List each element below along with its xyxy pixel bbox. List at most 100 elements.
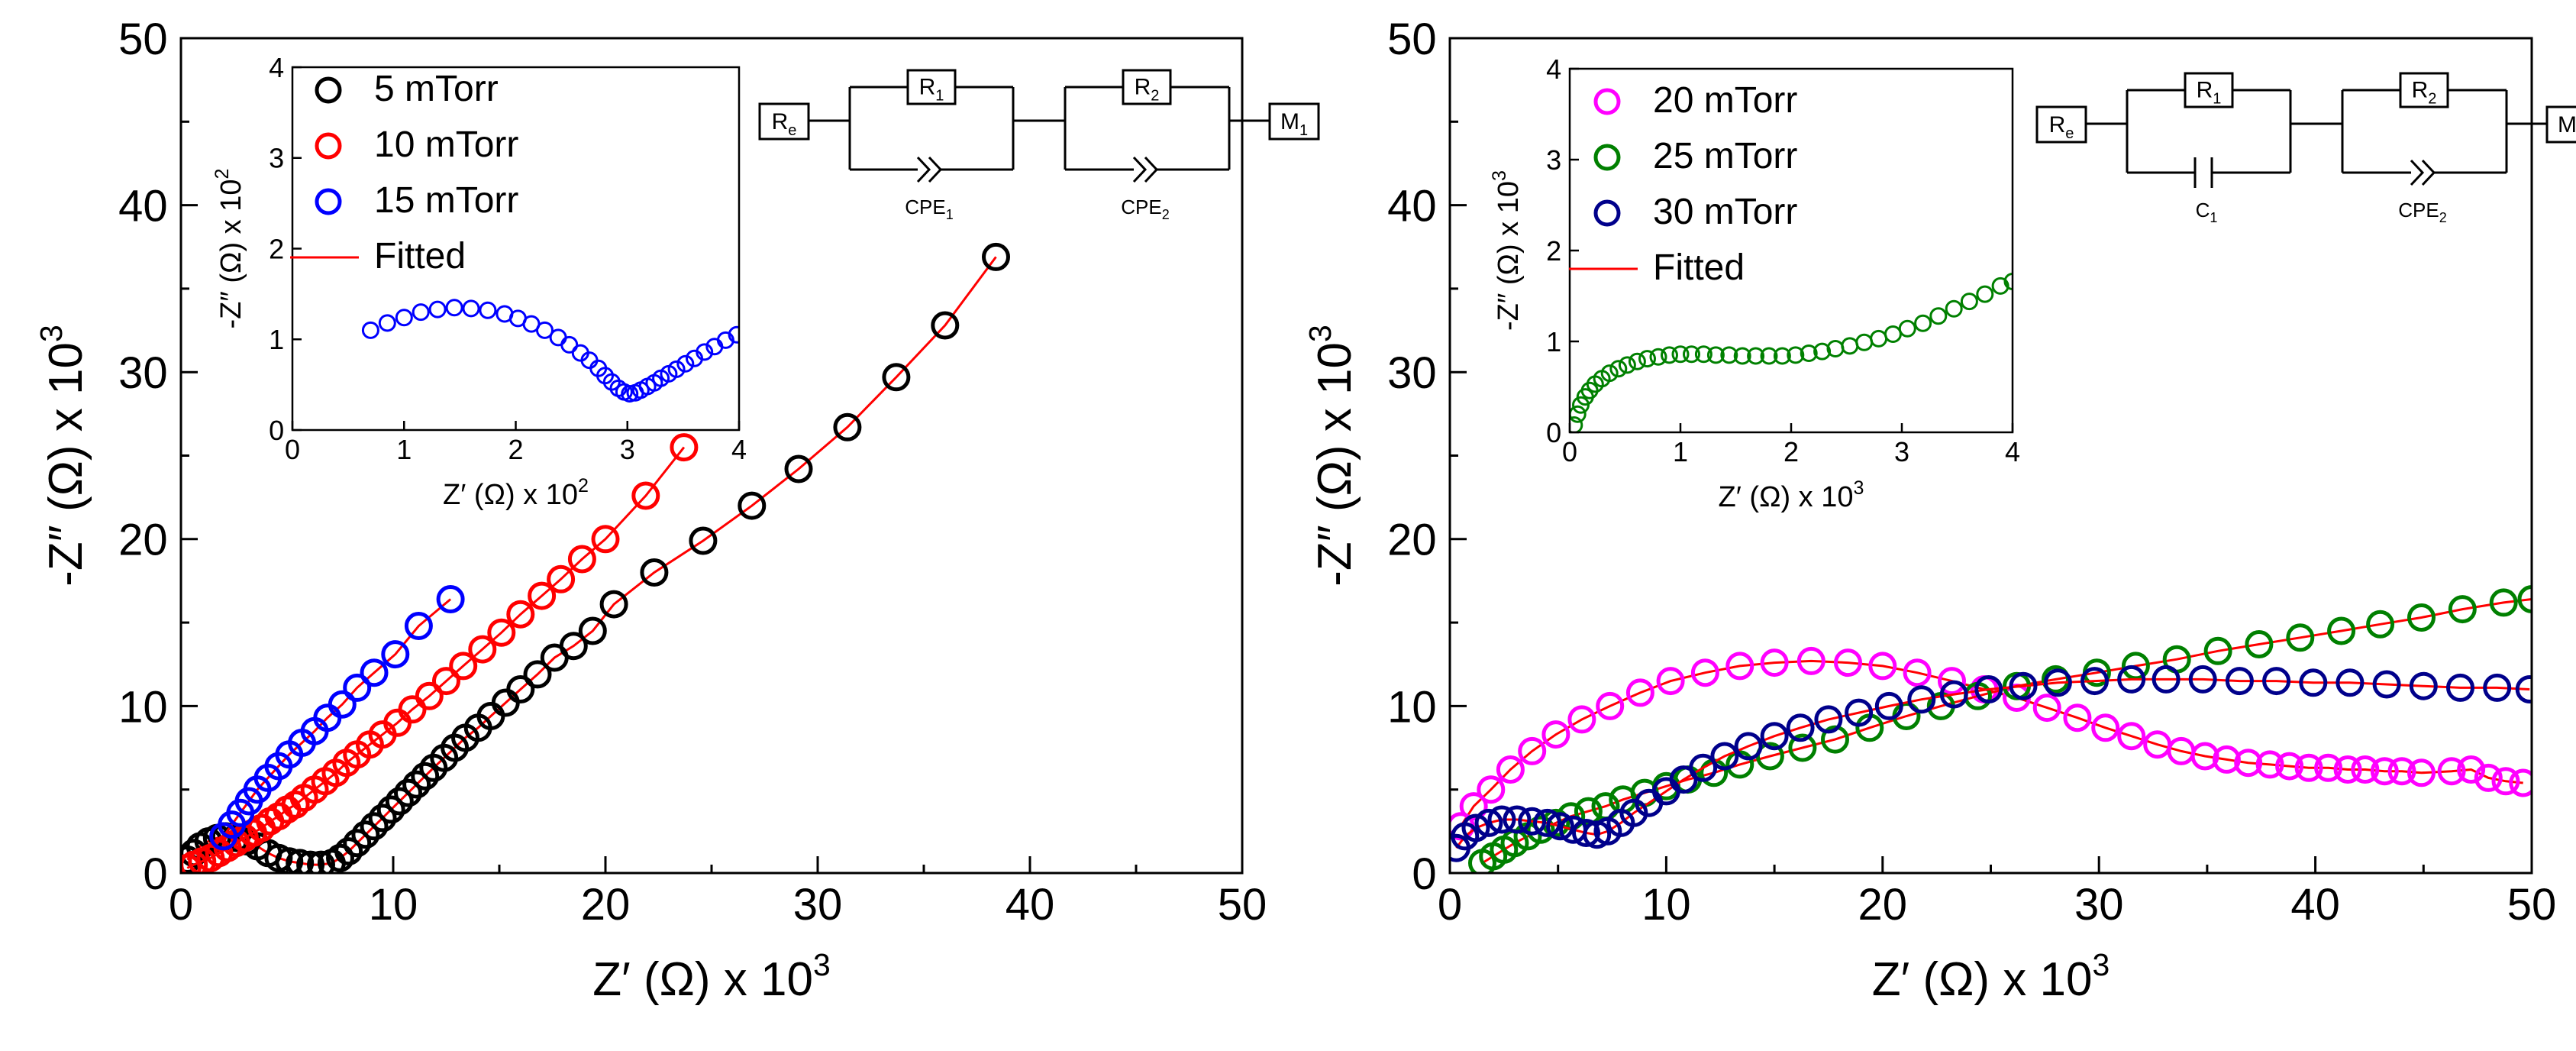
right-main-point [2275,752,2304,781]
left-main-point [404,612,433,640]
left-main-point [559,632,588,661]
right-main-point [1874,691,1903,720]
left-inset-x-axis-label-main: Z′ (Ω) x 10 [443,479,578,511]
right-inset-legend-label: 25 mTorr [1653,136,1797,176]
right-inset-point [1618,356,1636,374]
right-main-point [2327,616,2356,645]
left-inset-x-tick-label: 3 [620,434,635,465]
left-main-x-tick-label: 30 [793,880,843,930]
right-main-x-tick-label: 0 [1438,880,1462,930]
left-inset-point [728,325,739,344]
right-main-point [2043,668,2072,697]
right-main-point [1546,812,1574,841]
left-main-point [506,675,535,703]
right-main-point [1725,652,1754,681]
right-main-point [2032,694,2061,723]
right-main-data [1450,585,2532,873]
left-inset-legend-label: Fitted [374,236,466,276]
right-main-y-tick-label: 0 [1412,849,1436,899]
left-inset-legend-marker [315,76,342,104]
right-main-point [2437,757,2466,786]
right-main-point [1710,742,1739,771]
right-main-point [1834,648,1862,677]
right-inset-legend-marker [1593,144,1621,171]
right-main-point [1760,648,1789,677]
right-main-point [2509,768,2532,797]
m1-label: M1 [2558,112,2576,142]
left-main-point [670,433,699,462]
right-inset-point [1929,307,1948,325]
right-main-point [2483,673,2512,702]
right-inset-point [1649,348,1667,366]
right-main-point [1526,815,1555,844]
right-main-point [1459,792,1488,821]
right-main-point [2491,767,2520,796]
right-main-point [1939,680,1968,709]
left-main-data [181,242,1010,873]
left-main-y-tick-label: 10 [118,682,168,732]
right-main-point [2009,671,2038,700]
left-main-y-tick-label: 40 [118,181,168,231]
right-inset-x-axis-label: Z′ (Ω) x 103 [1719,477,1864,513]
right-main-point [2190,742,2219,771]
left-inset-x-axis-label: Z′ (Ω) x 102 [443,475,589,511]
right-inset-point [1787,346,1805,364]
right-main-y-tick-label: 30 [1387,348,1437,398]
right-main-fit-line-1 [1481,598,2532,865]
left-inset-y-tick-label: 2 [269,233,284,264]
right-main-point [2336,668,2365,697]
right-main-point [1938,667,1966,696]
right-main-point [1656,667,1685,696]
right-inset-point [1628,352,1646,370]
right-inset-point [2003,273,2013,290]
left-main-point [402,770,431,799]
right-inset-point [1813,342,1832,361]
left-main-y-axis-label-exp: 3 [34,325,69,342]
right-main-x-tick-label: 10 [1641,880,1691,930]
left-inset-y-axis-label-main: -Z″ (Ω) x 10 [215,179,247,328]
r2-label: R2 [2412,78,2437,108]
left-main-point [343,829,372,858]
left-main-point [360,658,389,687]
left-inset-point [667,360,686,378]
right-inset-y-axis-label: -Z″ (Ω) x 103 [1489,170,1525,331]
right-inset-legend-marker [1593,199,1621,227]
right-inset-point [1760,347,1778,365]
right-main-point [2091,713,2120,742]
right-main-point [2446,673,2474,702]
left-main-point [640,558,669,587]
left-main-x-axis-label-main: Z′ (Ω) x 10 [592,953,813,1006]
left-main-point [334,837,363,866]
right-inset-point [1898,319,1916,338]
right-inset-y-tick-label: 3 [1546,144,1561,176]
right-main-point [1496,755,1525,784]
lower2-label: CPE2 [1121,196,1169,222]
right-inset-point [1600,364,1619,383]
lower2-label: CPE2 [2398,199,2446,225]
right-main-point [2489,588,2518,617]
left-main-point [398,695,427,724]
left-main-point [784,454,813,483]
left-inset-x-axis-label-exp: 2 [578,475,589,496]
left-main-point [432,667,460,696]
right-inset-y-axis-label-main: -Z″ (Ω) x 10 [1493,181,1525,331]
right-main-point [1518,807,1547,836]
right-inset-point [1683,345,1700,364]
right-main-point [1625,678,1654,707]
right-inset-y-tick-label: 4 [1546,53,1561,85]
left-inset-legend-label: 15 mTorr [374,180,518,221]
right-inset-point [1945,299,1963,318]
left-main-point [528,581,557,610]
right-main-point [1477,775,1506,804]
right-inset-point [1733,347,1751,365]
re-label: Re [2049,112,2074,142]
left-main-point [523,660,552,689]
right-main-point [2457,755,2486,784]
left-main-x-tick-label: 20 [581,880,631,930]
left-inset-x-tick-label: 0 [285,434,300,465]
right-main-point [1567,705,1596,734]
right-inset-point [1609,360,1628,378]
right-inset-y-tick-label: 1 [1546,326,1561,357]
right-main-point [2212,745,2241,774]
left-inset-point [716,331,734,349]
